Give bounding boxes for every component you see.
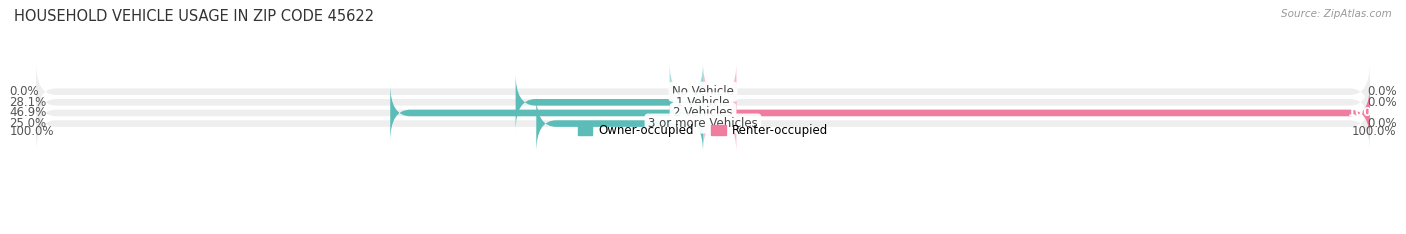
FancyBboxPatch shape xyxy=(37,95,1369,152)
Text: 0.0%: 0.0% xyxy=(1367,96,1396,109)
Text: 2 Vehicles: 2 Vehicles xyxy=(673,106,733,119)
FancyBboxPatch shape xyxy=(391,84,703,142)
Text: 1 Vehicle: 1 Vehicle xyxy=(676,96,730,109)
Text: 100.0%: 100.0% xyxy=(10,124,53,138)
Text: No Vehicle: No Vehicle xyxy=(672,85,734,98)
Text: 100.0%: 100.0% xyxy=(1348,106,1396,119)
Text: 28.1%: 28.1% xyxy=(10,96,46,109)
FancyBboxPatch shape xyxy=(37,74,1369,131)
Legend: Owner-occupied, Renter-occupied: Owner-occupied, Renter-occupied xyxy=(574,119,832,142)
Text: 0.0%: 0.0% xyxy=(10,85,39,98)
FancyBboxPatch shape xyxy=(536,95,703,152)
FancyBboxPatch shape xyxy=(703,84,1369,142)
Text: 100.0%: 100.0% xyxy=(1353,124,1396,138)
FancyBboxPatch shape xyxy=(703,74,737,131)
FancyBboxPatch shape xyxy=(703,95,737,152)
Text: 0.0%: 0.0% xyxy=(1367,85,1396,98)
Text: 46.9%: 46.9% xyxy=(10,106,46,119)
FancyBboxPatch shape xyxy=(669,63,703,120)
FancyBboxPatch shape xyxy=(516,74,703,131)
FancyBboxPatch shape xyxy=(37,63,1369,120)
FancyBboxPatch shape xyxy=(703,63,737,120)
Text: 3 or more Vehicles: 3 or more Vehicles xyxy=(648,117,758,130)
Text: 25.0%: 25.0% xyxy=(10,117,46,130)
Text: HOUSEHOLD VEHICLE USAGE IN ZIP CODE 45622: HOUSEHOLD VEHICLE USAGE IN ZIP CODE 4562… xyxy=(14,9,374,24)
Text: 0.0%: 0.0% xyxy=(1367,117,1396,130)
Text: Source: ZipAtlas.com: Source: ZipAtlas.com xyxy=(1281,9,1392,19)
FancyBboxPatch shape xyxy=(37,84,1369,142)
